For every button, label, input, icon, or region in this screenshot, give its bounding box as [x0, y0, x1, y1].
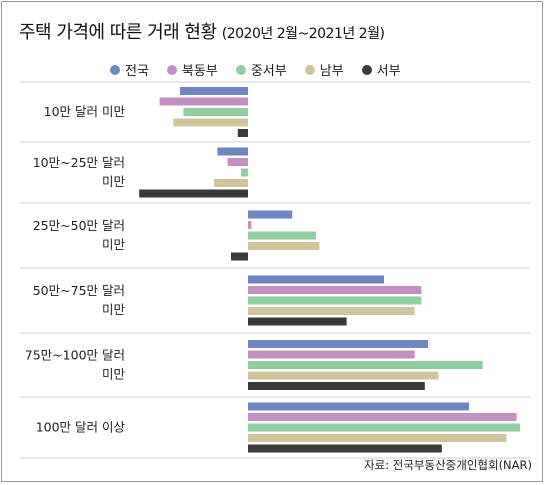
- bar-0-2: [183, 108, 248, 116]
- bar-3-1: [248, 286, 422, 294]
- category-label-line: 10만 달러 미만: [44, 104, 126, 119]
- legend: 전국 북동부 중서부 남부 서부: [110, 60, 401, 79]
- chart-title: 주택 가격에 따른 거래 현황 (2020년 2월~2021년 2월): [19, 18, 385, 44]
- category-label-line: 10만~25만 달러: [33, 155, 125, 170]
- legend-label-4: 서부: [376, 64, 401, 79]
- bar-2-0: [248, 210, 293, 219]
- bar-3-3: [248, 307, 415, 315]
- category-label-line: 75만~100만 달러: [25, 348, 125, 363]
- bar-1-3: [214, 179, 248, 187]
- bar-3-2: [248, 296, 422, 305]
- bar-4-2: [248, 361, 483, 369]
- bar-5-3: [248, 434, 507, 442]
- legend-swatch-0: [110, 64, 120, 75]
- bar-4-0: [248, 340, 429, 348]
- bar-2-2: [248, 231, 316, 240]
- legend-item-4: 서부: [361, 60, 401, 79]
- category-label-line: 미만: [102, 302, 126, 317]
- bar-1-2: [241, 168, 248, 177]
- bar-1-1: [227, 158, 248, 166]
- category-label-line: 미만: [102, 174, 126, 189]
- legend-swatch-2: [235, 64, 246, 75]
- category-label-line: 미만: [102, 367, 126, 382]
- bar-2-4: [231, 252, 248, 261]
- bar-0-1: [159, 97, 248, 106]
- category-label-line: 25만~50만 달러: [33, 218, 125, 233]
- legend-swatch-4: [361, 64, 372, 75]
- legend-label-3: 남부: [319, 64, 344, 79]
- bar-0-0: [180, 87, 248, 95]
- category-label-line: 50만~75만 달러: [33, 283, 125, 298]
- legend-label-2: 중서부: [250, 64, 287, 79]
- legend-swatch-3: [304, 64, 315, 75]
- bar-5-1: [248, 413, 517, 421]
- bar-5-4: [248, 444, 442, 453]
- bar-3-0: [248, 275, 384, 284]
- bar-0-4: [237, 129, 248, 137]
- category-label-0: 10만 달러 미만: [44, 104, 126, 119]
- bar-2-3: [248, 242, 320, 250]
- bar-5-2: [248, 423, 520, 432]
- source-note: 자료: 전국부동산중개인협회(NAR): [364, 458, 532, 472]
- category-label-5: 100만 달러 이상: [36, 420, 126, 435]
- category-label-line: 미만: [102, 237, 126, 252]
- bar-0-3: [173, 118, 248, 127]
- category-label-line: 100만 달러 이상: [36, 420, 126, 435]
- title-text: 주택 가격에 따른 거래 현황: [19, 22, 217, 43]
- bar-1-0: [217, 147, 248, 156]
- bar-2-1: [248, 221, 252, 229]
- legend-label-0: 전국: [125, 64, 149, 79]
- bar-4-3: [248, 371, 439, 380]
- bar-4-4: [248, 382, 425, 390]
- bar-5-0: [248, 402, 469, 411]
- title-period: (2020년 2월~2021년 2월): [221, 26, 385, 42]
- legend-item-0: 전국: [110, 60, 149, 79]
- bar-3-4: [248, 317, 347, 326]
- legend-item-1: 북동부: [166, 60, 218, 79]
- legend-item-2: 중서부: [235, 60, 287, 79]
- bar-4-1: [248, 350, 415, 359]
- legend-swatch-1: [166, 64, 177, 75]
- legend-item-3: 남부: [304, 60, 344, 79]
- bar-1-4: [139, 189, 248, 198]
- legend-label-1: 북동부: [181, 64, 218, 79]
